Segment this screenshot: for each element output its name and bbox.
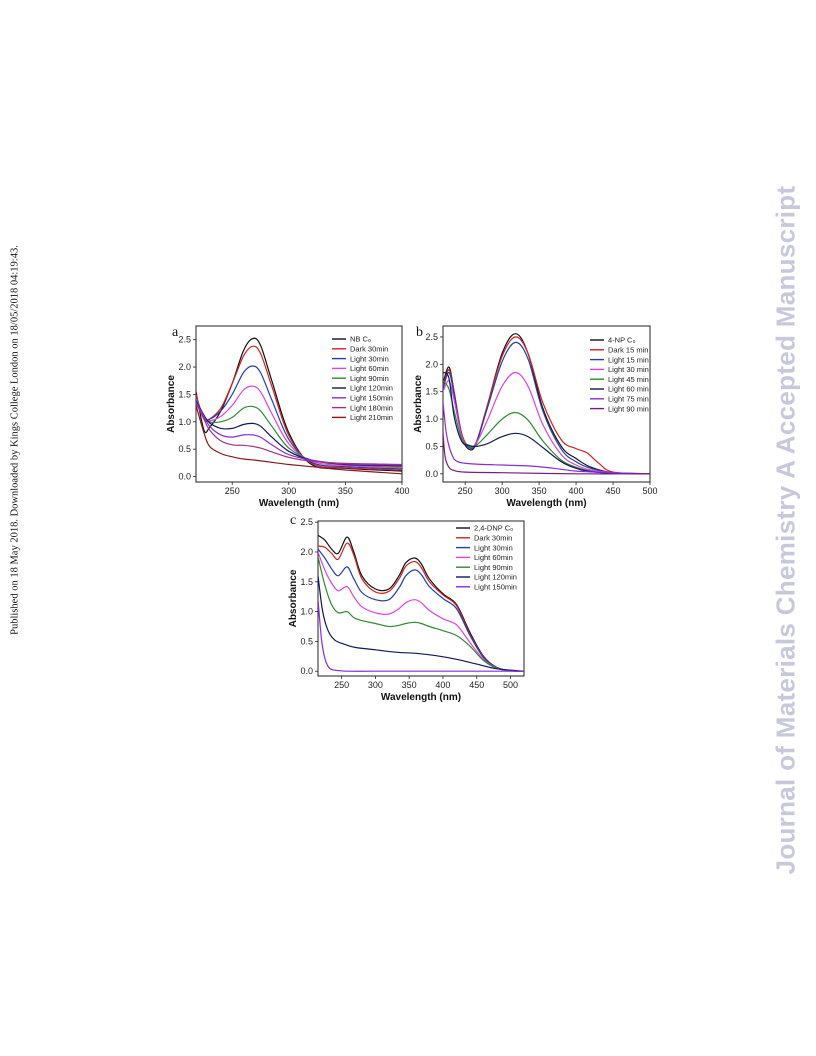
y-tick-label: 1.5 [178,389,191,399]
y-tick-label: 2.5 [178,335,191,345]
legend-label-8: Light 180min [350,403,393,412]
x-tick-label: 300 [281,486,296,496]
legend-label-2: Dark 30min [474,534,512,543]
legend-label-7: Light 150min [350,394,393,403]
y-tick-label: 2.5 [300,517,313,527]
series-line-7 [196,401,402,466]
y-axis-label: Absorbance [413,375,424,433]
series-lines [443,333,650,475]
series-lines [318,534,524,672]
legend-label-3: Light 30min [350,354,389,363]
x-tick-label: 350 [338,486,353,496]
y-tick-label: 1.5 [300,577,313,587]
x-tick-label: 300 [368,680,383,690]
y-tick-label: 2.0 [178,362,191,372]
legend-label-6: Light 120min [350,384,393,393]
legend-label-4: Light 30 min [608,365,649,374]
series-line-5 [318,556,524,672]
legend-label-1: 4-NP C₀ [608,336,636,345]
series-line-4 [443,371,650,475]
y-tick-label: 1.0 [425,414,438,424]
plot-frame [317,520,525,677]
legend-label-6: Light 120min [474,573,517,582]
x-tick-label: 450 [606,486,621,496]
x-tick-label: 350 [402,680,417,690]
x-axis-label: Wavelength (nm) [506,498,586,509]
series-line-1 [196,337,402,472]
y-tick-label: 0.0 [425,469,438,479]
legend-label-9: Light 210min [350,413,393,422]
series-line-7 [318,599,524,672]
series-line-6 [443,371,650,475]
legend-label-4: Light 60min [350,364,389,373]
panel-label: a [172,325,179,340]
legend-label-4: Light 60min [474,553,513,562]
legend-label-7: Light 75 min [608,395,649,404]
legend-label-3: Light 15 min [608,355,649,364]
y-tick-label: 0.0 [300,666,313,676]
y-tick-label: 1.0 [178,417,191,427]
legend-label-8: Light 90 min [608,404,649,413]
x-axis-label: Wavelength (nm) [259,498,339,509]
y-tick-label: 2.0 [300,547,313,557]
legend-label-5: Light 45 min [608,375,649,384]
x-tick-label: 250 [458,486,473,496]
legend-label-1: NB C₀ [350,335,371,344]
legend-label-5: Light 90min [474,563,513,572]
x-tick-label: 450 [469,680,484,690]
y-tick-label: 2.5 [425,332,438,342]
x-tick-label: 300 [495,486,510,496]
legend-label-2: Dark 15 min [608,346,648,355]
legend-label-7: Light 150min [474,583,517,592]
x-axis-label: Wavelength (nm) [381,692,461,703]
y-tick-label: 0.5 [425,441,438,451]
legend-label-1: 2,4-DNP C₀ [474,524,513,533]
series-line-7 [443,402,650,475]
panel-label: b [416,325,423,340]
y-tick-label: 2.0 [425,359,438,369]
series-line-8 [196,402,402,466]
y-tick-label: 1.0 [300,607,313,617]
series-line-9 [196,405,402,475]
chart-panel-b: 250 300 350 400 450 500 0.0 0.5 1.0 1.5 2.0 2.5 Wave… [413,325,658,509]
series-line-3 [196,365,402,470]
y-tick-label: 1.5 [425,387,438,397]
x-tick-label: 250 [334,680,349,690]
legend-label-6: Light 60 min [608,385,649,394]
y-axis-label: Absorbance [166,375,177,433]
chart-panel-c: 250 300 350 400 450 500 0.0 0.5 1.0 1.5 2.0 2.5 Wave… [288,513,525,703]
legend-label-3: Light 30min [474,543,513,552]
series-line-3 [318,548,524,672]
x-tick-label: 500 [642,486,657,496]
legend-label-5: Light 90min [350,374,389,383]
series-line-8 [443,432,650,475]
series-lines [196,337,402,475]
x-tick-label: 400 [569,486,584,496]
x-tick-label: 400 [435,680,450,690]
chart-panel-a: 250 300 350 400 0.0 0.5 1.0 1.5 2.0 2.5 Wavelength… [166,325,410,509]
series-line-4 [318,551,524,672]
y-tick-label: 0.5 [300,636,313,646]
y-tick-label: 0.5 [178,444,191,454]
x-tick-label: 400 [394,486,409,496]
y-axis-label: Absorbance [288,569,299,627]
legend-label-2: Dark 30min [350,345,388,354]
x-tick-label: 250 [225,486,240,496]
x-tick-label: 350 [532,486,547,496]
x-tick-label: 500 [503,680,518,690]
y-tick-label: 0.0 [178,472,191,482]
series-line-5 [443,380,650,475]
panel-label: c [290,513,296,528]
series-line-6 [318,575,524,672]
